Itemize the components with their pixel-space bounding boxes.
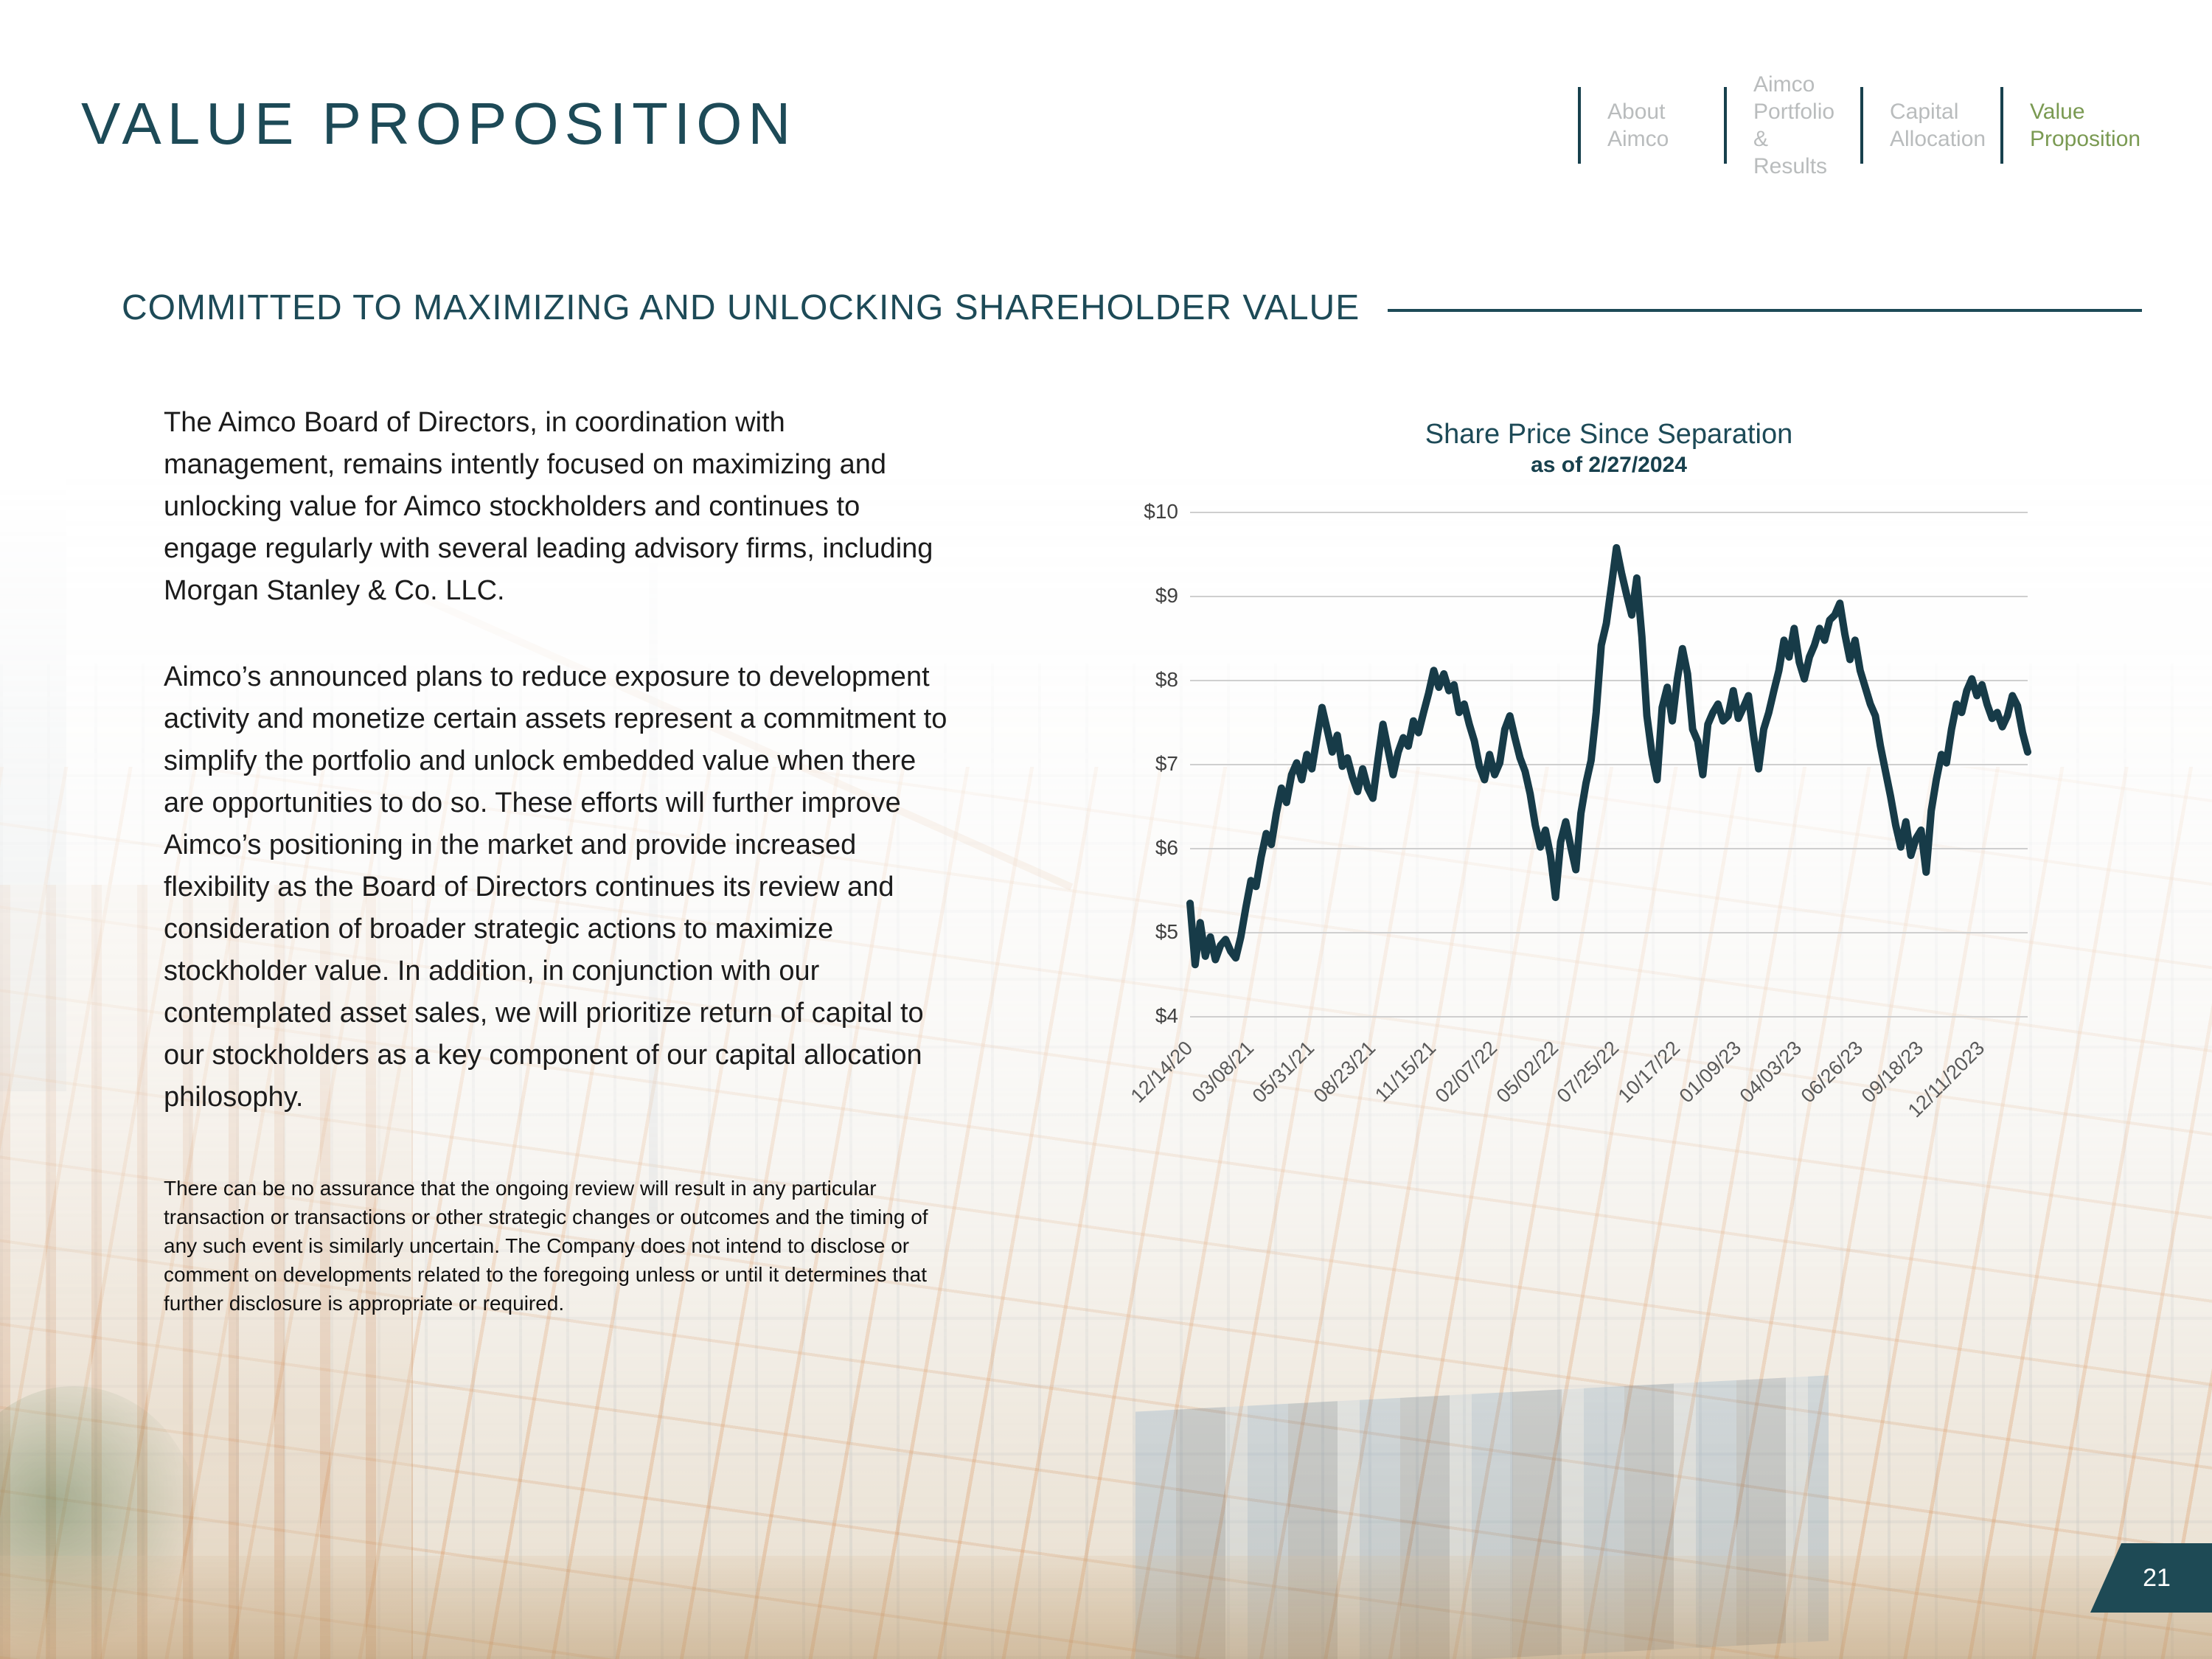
photo-scaffolding: [0, 767, 2212, 1659]
y-axis-tick-label: $6: [1155, 836, 1178, 859]
background-photo-construction: [0, 472, 2212, 1659]
nav-item-capital-allocation[interactable]: Capital Allocation: [1863, 87, 2000, 164]
nav-item-label-line: About: [1607, 100, 1666, 124]
heading-rule: [1388, 309, 2142, 312]
photo-ground: [0, 1556, 2212, 1659]
nav-item-value-proposition[interactable]: Value Proposition: [2003, 87, 2212, 164]
nav-item-label-line: Value: [2030, 100, 2085, 124]
nav-item-label-line: Allocation: [1890, 127, 1986, 151]
nav-separator: [1860, 87, 1863, 164]
nav-separator: [2000, 87, 2003, 164]
photo-wash: [0, 472, 2212, 1659]
photo-left-band: [0, 479, 66, 1091]
chart-gridline: [1190, 1016, 2028, 1018]
nav-item-about-aimco[interactable]: About Aimco: [1581, 87, 1724, 164]
page-title: VALUE PROPOSITION: [81, 91, 797, 156]
body-paragraph-2: Aimco’s announced plans to reduce exposu…: [164, 661, 947, 1113]
chart-title: Share Price Since Separation: [1425, 419, 1793, 450]
nav-item-label-line: Results: [1753, 154, 1828, 178]
nav-item-aimco-portfolio-results[interactable]: Aimco Portfolio & Results: [1727, 72, 1860, 178]
photo-crane-mast: [649, 560, 658, 1224]
page-number: 21: [2143, 1563, 2171, 1592]
chart-gridline: [1190, 764, 2028, 765]
nav-item-label-line: Capital: [1890, 100, 1959, 124]
photo-steel-grid: [0, 664, 2212, 1659]
body-paragraph-1: The Aimco Board of Directors, in coordin…: [164, 407, 933, 606]
y-axis-tick-label: $4: [1155, 1004, 1178, 1027]
chart-gridline: [1190, 848, 2028, 849]
share-price-line-svg: [1186, 543, 2031, 969]
chart-gridline: [1190, 932, 2028, 933]
disclaimer-text: There can be no assurance that the ongoi…: [164, 1177, 928, 1315]
nav-item-label-line: Aimco: [1753, 72, 1815, 97]
y-axis-tick-label: $7: [1155, 752, 1178, 775]
y-axis-tick-label: $8: [1155, 668, 1178, 691]
nav-item-label-line: Aimco: [1607, 127, 1669, 151]
nav-separator: [1578, 87, 1581, 164]
section-nav: About Aimco Aimco Portfolio & Results Ca…: [1578, 72, 2212, 178]
nav-item-label-line: Proposition: [2030, 127, 2141, 151]
y-axis-tick-label: $10: [1144, 500, 1178, 523]
section-heading: COMMITTED TO MAXIMIZING AND UNLOCKING SH…: [122, 288, 1360, 327]
chart-gridline: [1190, 680, 2028, 681]
y-axis-tick-label: $5: [1155, 920, 1178, 943]
chart-gridline: [1190, 512, 2028, 513]
y-axis-tick-label: $9: [1155, 584, 1178, 607]
nav-item-label-line: Portfolio &: [1753, 100, 1835, 151]
share-price-line: [1186, 543, 2031, 969]
nav-separator: [1724, 87, 1727, 164]
chart-subtitle: as of 2/27/2024: [1531, 453, 1687, 477]
